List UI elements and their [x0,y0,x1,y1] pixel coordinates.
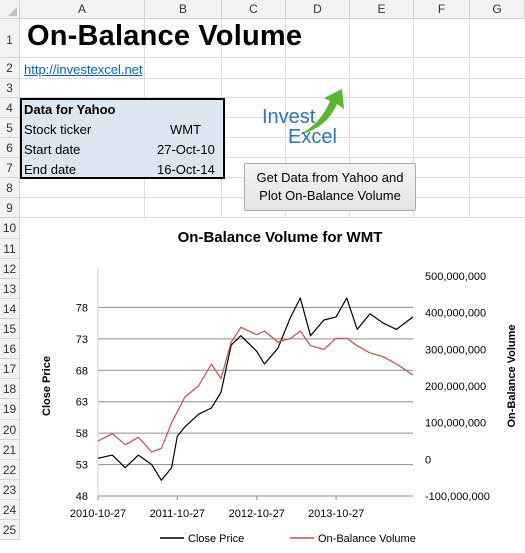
y2-tick-label: 100,000,000 [425,418,486,430]
end-date-label: End date [24,162,77,177]
y2-tick-label: 0 [425,454,431,466]
row-header-19[interactable]: 19 [0,399,20,420]
select-all-icon [8,7,17,16]
y2-tick-label: 300,000,000 [425,344,486,356]
legend-label-close-price: Close Price [188,533,244,545]
series-line-close-price [97,297,414,481]
row-header-14[interactable]: 14 [0,299,20,319]
row-header-5[interactable]: 5 [0,118,20,138]
y2-tick-label: 500,000,000 [425,271,486,283]
chart-title: On-Balance Volume for WMT [178,229,383,246]
series-line-obv [97,326,414,453]
row-gridline [20,78,525,79]
row-header-6[interactable]: 6 [0,138,20,158]
y-tick-label: 48 [76,491,88,503]
y-tick-label: 58 [76,428,88,440]
investexcel-link[interactable]: http://investexcel.net [24,62,143,77]
y2-tick-label: 200,000,000 [425,381,486,393]
row-header-7[interactable]: 7 [0,158,20,178]
column-header-A[interactable]: A [20,0,145,19]
data-box-header: Data for Yahoo [24,102,116,117]
row-gridline [20,217,525,218]
row-header-1[interactable]: 1 [0,19,20,58]
end-date-value[interactable]: 16-Oct-14 [157,162,215,177]
y2-tick-label: 400,000,000 [425,308,486,320]
y-tick-label: 78 [76,302,88,314]
row-header-2[interactable]: 2 [0,58,20,79]
row-header-11[interactable]: 11 [0,239,20,259]
row-header-8[interactable]: 8 [0,178,20,198]
row-header-21[interactable]: 21 [0,440,20,460]
x-tick-label: 2013-10-27 [308,508,364,520]
row-header-24[interactable]: 24 [0,500,20,520]
column-header-B[interactable]: B [145,0,222,19]
row-gridline [20,137,525,138]
row-gridline [20,97,525,98]
row-header-17[interactable]: 17 [0,359,20,379]
row-header-3[interactable]: 3 [0,79,20,98]
select-all-corner[interactable] [0,0,20,19]
start-date-value[interactable]: 27-Oct-10 [157,142,215,157]
logo-arrow-icon [298,89,344,135]
column-header-F[interactable]: F [414,0,470,19]
row-header-20[interactable]: 20 [0,420,20,440]
y-tick-label: 63 [76,397,88,409]
row-gridline [20,117,525,118]
x-tick-label: 2011-10-27 [150,508,205,520]
y2-axis-title: On-Balance Volume [506,324,518,427]
y-tick-label: 53 [76,460,88,472]
row-header-10[interactable]: 10 [0,218,20,239]
logo-word-excel: Excel [288,126,337,147]
row-header-22[interactable]: 22 [0,460,20,480]
y-tick-label: 68 [76,365,88,377]
row-header-18[interactable]: 18 [0,379,20,399]
row-header-9[interactable]: 9 [0,198,20,218]
row-header-16[interactable]: 16 [0,339,20,359]
y-axis-title: Close Price [41,356,53,416]
row-header-13[interactable]: 13 [0,279,20,299]
row-gridline [20,57,525,58]
obv-chart: On-Balance Volume for WMT 48 53 58 63 68 73 78 -… [41,229,518,545]
start-date-label: Start date [24,142,81,157]
x-tick-label: 2010-10-27 [70,508,126,520]
column-header-D[interactable]: D [286,0,350,19]
row-gridline [20,157,525,158]
ticker-label: Stock ticker [24,122,92,137]
column-header-G[interactable]: G [470,0,525,19]
ticker-value[interactable]: WMT [170,122,202,137]
row-header-23[interactable]: 23 [0,480,20,500]
column-header-C[interactable]: C [222,0,286,19]
column-header-E[interactable]: E [350,0,414,19]
row-header-15[interactable]: 15 [0,319,20,339]
row-header-25[interactable]: 25 [0,520,20,540]
row-header-4[interactable]: 4 [0,98,20,118]
sheet-title: On-Balance Volume [27,20,303,52]
logo-word-invest: Invest [262,106,316,128]
data-box [20,98,225,179]
legend-label-obv: On-Balance Volume [318,533,416,545]
y-tick-label: 73 [76,334,88,346]
x-tick-label: 2012-10-27 [229,508,285,520]
row-header-12[interactable]: 12 [0,259,20,279]
investexcel-logo: Invest Excel [262,89,344,147]
get-data-button[interactable]: Get Data from Yahoo and Plot On-Balance … [244,163,416,211]
y2-tick-label: -100,000,000 [425,491,490,503]
chart-area[interactable]: On-Balance Volume for WMT 48 53 58 63 68 73 78 -… [20,218,525,548]
